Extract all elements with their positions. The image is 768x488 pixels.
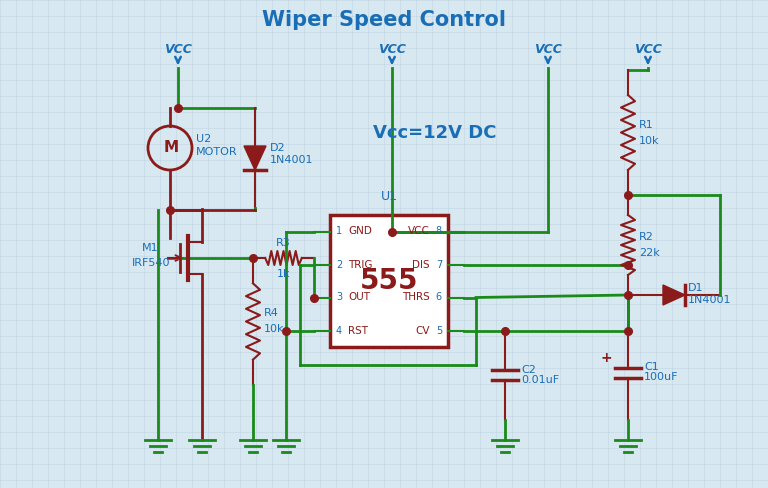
Text: +: +: [601, 351, 612, 366]
Text: MOTOR: MOTOR: [196, 147, 237, 157]
Text: 3: 3: [336, 292, 342, 303]
Text: VCC: VCC: [634, 43, 662, 56]
Text: D2: D2: [270, 143, 286, 153]
Text: RST: RST: [348, 325, 368, 336]
Text: CV: CV: [415, 325, 430, 336]
Polygon shape: [663, 285, 685, 305]
Text: R3: R3: [276, 238, 291, 248]
Text: 1k: 1k: [276, 269, 290, 279]
Text: 7: 7: [435, 260, 442, 269]
Text: 1N4001: 1N4001: [270, 155, 313, 165]
Text: 8: 8: [436, 226, 442, 237]
Text: R2: R2: [639, 232, 654, 242]
Text: U1: U1: [380, 190, 398, 203]
Text: 6: 6: [436, 292, 442, 303]
Text: 100uF: 100uF: [644, 372, 678, 383]
Text: VCC: VCC: [378, 43, 406, 56]
Text: R1: R1: [639, 120, 654, 129]
Text: VCC: VCC: [534, 43, 562, 56]
Text: 5: 5: [435, 325, 442, 336]
Text: 1: 1: [336, 226, 342, 237]
Text: 10k: 10k: [639, 136, 660, 145]
Text: M: M: [164, 141, 179, 156]
Text: 2: 2: [336, 260, 343, 269]
Text: IRF540: IRF540: [132, 258, 170, 268]
Text: 4: 4: [336, 325, 342, 336]
Text: M1: M1: [142, 243, 159, 253]
Text: 1N4001: 1N4001: [688, 295, 731, 305]
Text: VCC: VCC: [408, 226, 430, 237]
Text: OUT: OUT: [348, 292, 370, 303]
Text: R4: R4: [264, 308, 279, 319]
Text: GND: GND: [348, 226, 372, 237]
Text: 0.01uF: 0.01uF: [521, 375, 559, 385]
Text: THRS: THRS: [402, 292, 430, 303]
Text: C1: C1: [644, 363, 659, 372]
Text: 555: 555: [359, 267, 419, 295]
Text: U2: U2: [196, 134, 211, 144]
Text: C2: C2: [521, 365, 536, 375]
Text: 22k: 22k: [639, 248, 660, 258]
Text: VCC: VCC: [164, 43, 192, 56]
Text: DIS: DIS: [412, 260, 430, 269]
Text: Wiper Speed Control: Wiper Speed Control: [262, 10, 506, 30]
Text: TRIG: TRIG: [348, 260, 372, 269]
Bar: [330, 215, 448, 347]
Text: 10k: 10k: [264, 325, 284, 334]
Text: D1: D1: [688, 283, 703, 293]
Text: Vcc=12V DC: Vcc=12V DC: [373, 124, 497, 142]
Polygon shape: [244, 146, 266, 170]
